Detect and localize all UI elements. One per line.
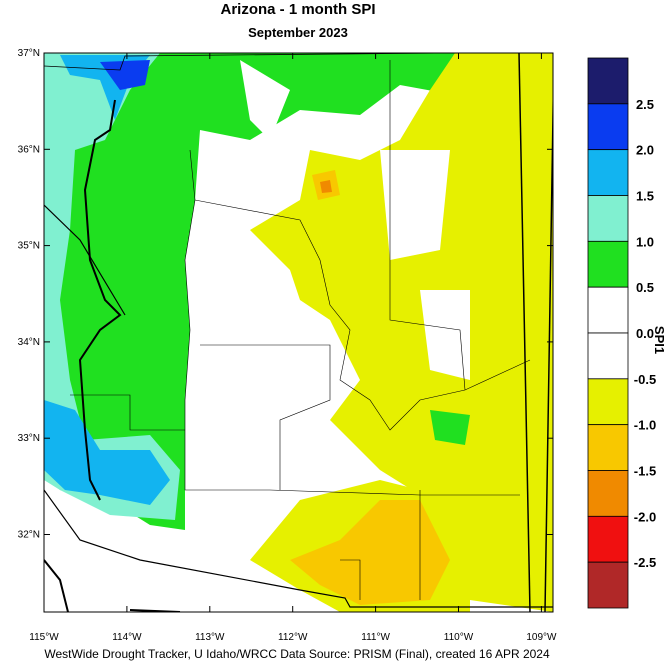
region-green	[44, 53, 470, 530]
lat-label: 37°N	[18, 48, 40, 59]
map: 37°N 36°N 35°N 34°N 33°N 32°N 115°W 114°W 113°W 1…	[18, 48, 557, 643]
colorbar-swatch	[587, 286, 629, 334]
colorbar-swatch	[587, 195, 629, 242]
colorbar-swatch	[587, 57, 629, 105]
colorbar-swatch	[587, 149, 629, 196]
lon-label: 110°W	[444, 632, 474, 643]
colorbar-label: 0.5	[636, 280, 654, 295]
colorbar-label: -2.5	[634, 555, 656, 570]
region-white-east2	[420, 290, 470, 380]
colorbar-label: 1.0	[636, 234, 654, 249]
region-light-blue	[44, 400, 170, 505]
colorbar-label: 2.0	[636, 143, 654, 158]
lat-label: 36°N	[18, 144, 40, 155]
lon-label: 114°W	[112, 632, 142, 643]
colorbar-swatch	[587, 424, 629, 471]
colorbar-title: SPI1	[652, 326, 667, 354]
colorbar-label: 2.5	[636, 97, 654, 112]
colorbar: 2.5 2.0 1.5 1.0 0.5 0.0 -0.5 -1.0 -1.5 -2.0 -2.5	[587, 57, 656, 609]
lon-label: 109°W	[526, 632, 557, 643]
lon-label: 112°W	[278, 632, 308, 643]
boundaries	[44, 53, 553, 612]
colorbar-label: 0.0	[636, 326, 654, 341]
region-orange	[290, 500, 450, 605]
lat-label: 32°N	[18, 530, 40, 541]
lon-label: 111°W	[361, 632, 390, 643]
lon-label: 113°W	[195, 632, 225, 643]
subtitle: September 2023	[248, 25, 348, 40]
title: Arizona - 1 month SPI	[220, 1, 375, 18]
region-blue	[100, 60, 150, 90]
colorbar-swatch	[587, 378, 629, 426]
colorbar-label: -1.0	[634, 418, 656, 433]
lat-label: 34°N	[18, 337, 40, 348]
colorbar-label: -0.5	[634, 372, 656, 387]
region-white-east	[380, 150, 450, 260]
region-green-east	[430, 410, 470, 445]
lon-label: 115°W	[29, 632, 59, 643]
colorbar-label: 1.5	[636, 189, 654, 204]
footer: WestWide Drought Tracker, U Idaho/WRCC D…	[44, 647, 550, 661]
map-frame	[43, 52, 554, 613]
colorbar-label: -2.0	[634, 509, 656, 524]
colorbar-swatch	[587, 470, 629, 517]
colorbar-swatch	[587, 561, 629, 609]
region-dark-orange	[320, 180, 332, 193]
colorbar-swatch	[587, 103, 629, 151]
lat-label: 33°N	[18, 433, 40, 444]
colorbar-swatch	[587, 332, 629, 380]
colorbar-label: -1.5	[634, 464, 656, 479]
lat-label: 35°N	[18, 241, 40, 252]
colorbar-swatch	[587, 515, 629, 563]
region-white-patch	[240, 60, 290, 140]
colorbar-swatch	[587, 240, 629, 288]
